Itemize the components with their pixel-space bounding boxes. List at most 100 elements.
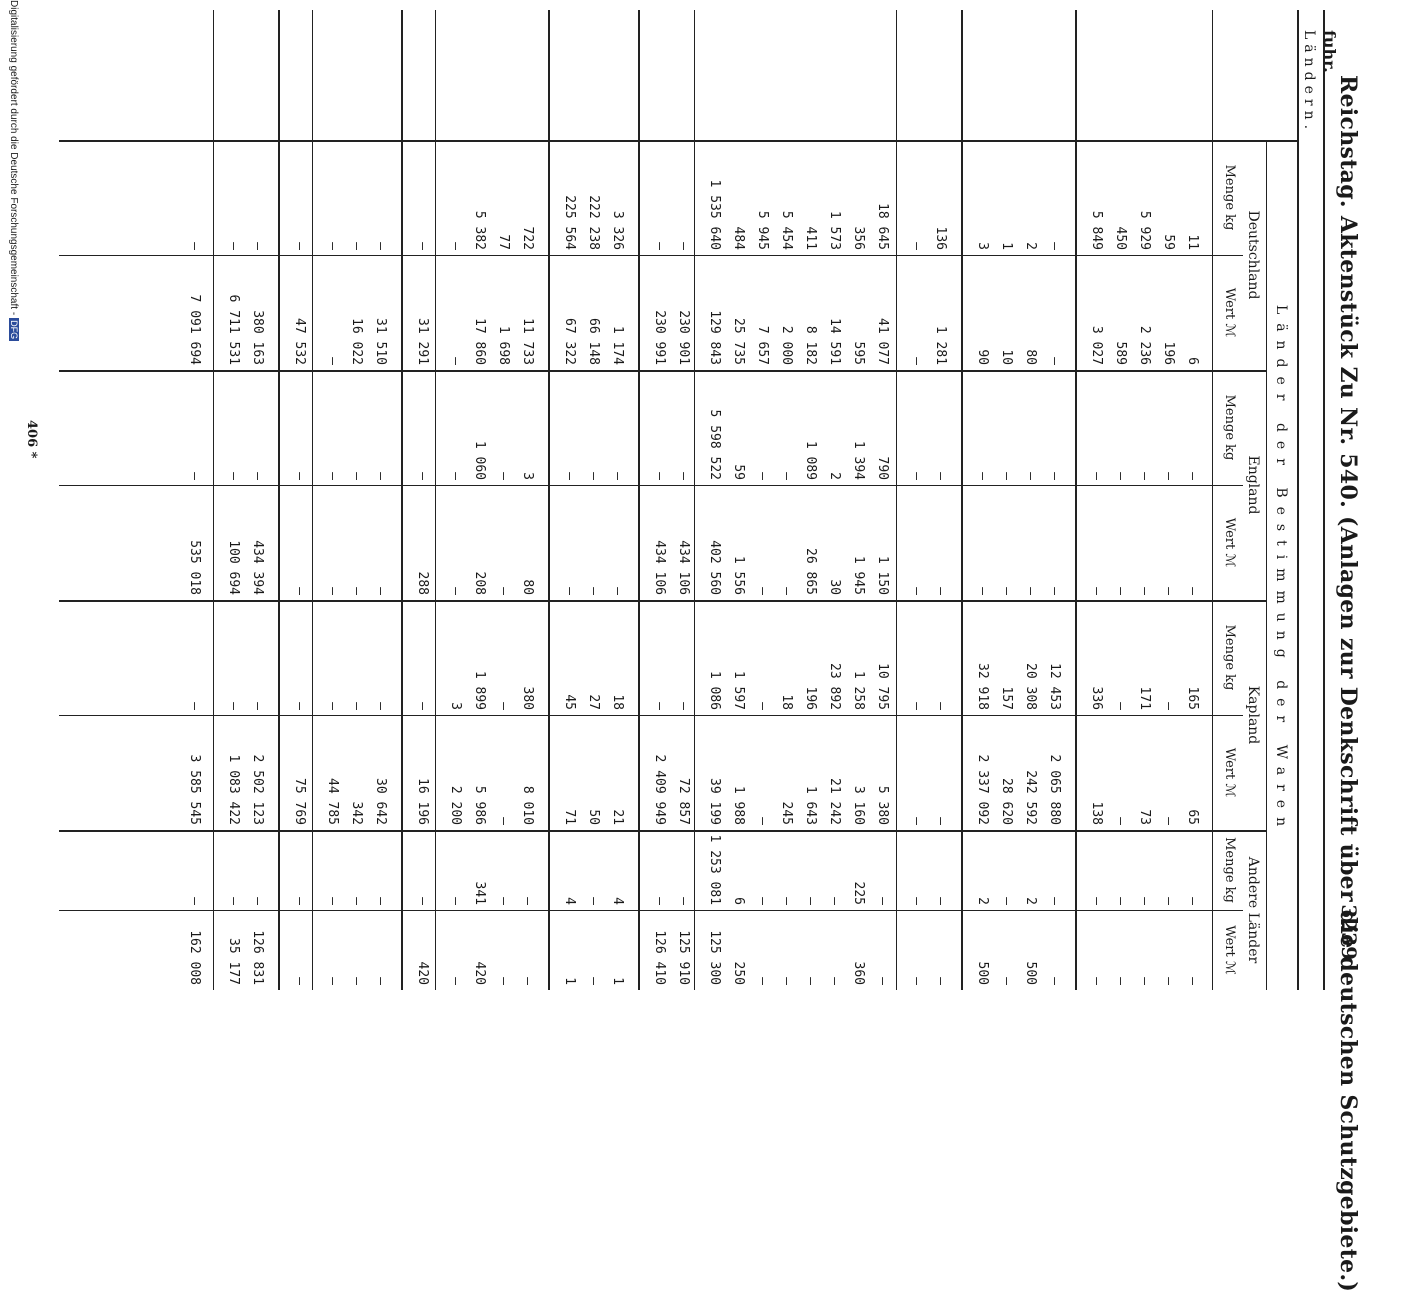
table-cell: — bbox=[875, 977, 890, 985]
sub-header-menge: Menge kg bbox=[1222, 624, 1237, 691]
table-cell: 250 bbox=[731, 961, 746, 985]
table-cell: 5 380 bbox=[875, 785, 890, 825]
table-cell: 1 394 bbox=[851, 440, 866, 480]
digitization-text: Digitalisierung gefördert durch die Deut… bbox=[8, 0, 19, 316]
table-cell: 595 bbox=[851, 341, 866, 365]
table-cell: 90 bbox=[975, 349, 990, 365]
table-cell: 35 177 bbox=[226, 938, 241, 985]
table-cell: 1 945 bbox=[851, 555, 866, 595]
table-cell: 3 160 bbox=[851, 785, 866, 825]
group-header-kapland: Kapland bbox=[1245, 685, 1261, 745]
table-cell: — bbox=[187, 472, 202, 480]
table-cell: 20 308 bbox=[1023, 663, 1038, 710]
table-cell: — bbox=[1047, 977, 1062, 985]
table-cell: — bbox=[415, 897, 430, 905]
table-cell: — bbox=[755, 472, 770, 480]
table-cell: 77 bbox=[496, 234, 511, 250]
table-cell: 230 991 bbox=[652, 310, 667, 365]
table-cell: 30 bbox=[827, 579, 842, 595]
table-cell: 1 643 bbox=[803, 785, 818, 825]
table-cell: — bbox=[827, 977, 842, 985]
table-cell: 45 bbox=[562, 694, 577, 710]
table-cell: — bbox=[562, 472, 577, 480]
table-cell: 67 322 bbox=[562, 318, 577, 365]
table-cell: 6 711 531 bbox=[226, 294, 241, 365]
table-cell: — bbox=[292, 587, 307, 595]
table-cell: — bbox=[933, 817, 948, 825]
table-cell: 3 bbox=[975, 242, 990, 250]
table-cell: — bbox=[496, 817, 511, 825]
table-cell: — bbox=[496, 977, 511, 985]
dfg-logo: DFG bbox=[9, 318, 19, 342]
table-cell: — bbox=[875, 897, 890, 905]
table-cell: — bbox=[676, 472, 691, 480]
table-cell: — bbox=[779, 587, 794, 595]
table-cell: 26 865 bbox=[803, 548, 818, 595]
table-cell: — bbox=[1161, 897, 1176, 905]
table-cell: — bbox=[586, 472, 601, 480]
table-cell: 3 326 bbox=[610, 210, 625, 250]
table-cell: 18 645 bbox=[875, 203, 890, 250]
table-cell: — bbox=[1023, 587, 1038, 595]
table-cell: 535 018 bbox=[187, 540, 202, 595]
table-cell: — bbox=[373, 472, 388, 480]
sub-header-wert: Wert ℳ bbox=[1222, 925, 1237, 975]
table-cell: 7 657 bbox=[755, 325, 770, 365]
table-cell: — bbox=[975, 587, 990, 595]
table-cell: — bbox=[909, 587, 924, 595]
page-number: 3239 bbox=[1337, 904, 1361, 960]
table-cell: — bbox=[1161, 702, 1176, 710]
table-cell: — bbox=[755, 897, 770, 905]
table-cell: 1 988 bbox=[731, 785, 746, 825]
table-cell: — bbox=[1047, 587, 1062, 595]
table-cell: 1 535 640 bbox=[707, 179, 722, 250]
table-cell: 157 bbox=[999, 686, 1014, 710]
table-cell: 500 bbox=[975, 961, 990, 985]
row-rule bbox=[638, 10, 640, 990]
table-cell: 59 bbox=[731, 464, 746, 480]
table-cell: 402 560 bbox=[707, 540, 722, 595]
table-cell: 21 242 bbox=[827, 778, 842, 825]
table-cell: 6 bbox=[1185, 357, 1200, 365]
table-cell: — bbox=[349, 897, 364, 905]
table-cell: — bbox=[448, 587, 463, 595]
table-cell: 80 bbox=[1023, 349, 1038, 365]
table-cell: 341 bbox=[472, 881, 487, 905]
table-cell: — bbox=[909, 817, 924, 825]
table-cell: — bbox=[676, 242, 691, 250]
table-cell: 8 010 bbox=[520, 785, 535, 825]
table-cell: — bbox=[373, 242, 388, 250]
table-cell: — bbox=[496, 897, 511, 905]
table-cell: 1 174 bbox=[610, 325, 625, 365]
table-cell: — bbox=[803, 977, 818, 985]
table-cell: 500 bbox=[1023, 961, 1038, 985]
table-cell: — bbox=[349, 472, 364, 480]
table-cell: 420 bbox=[472, 961, 487, 985]
table-cell: 44 785 bbox=[325, 778, 340, 825]
table-cell: 12 453 bbox=[1047, 663, 1062, 710]
table-cell: 8 182 bbox=[803, 325, 818, 365]
table-cell: 2 065 880 bbox=[1047, 754, 1062, 825]
table-cell: — bbox=[999, 897, 1014, 905]
table-cell: — bbox=[1023, 472, 1038, 480]
table-cell: 27 bbox=[586, 694, 601, 710]
table-cell: 171 bbox=[1137, 686, 1152, 710]
table-cell: — bbox=[292, 242, 307, 250]
row-rule bbox=[312, 10, 313, 990]
table-cell: — bbox=[1137, 587, 1152, 595]
table-cell: 484 bbox=[731, 226, 746, 250]
table-cell: — bbox=[187, 242, 202, 250]
table-cell: — bbox=[652, 472, 667, 480]
table-cell: 225 564 bbox=[562, 195, 577, 250]
table-cell: 380 163 bbox=[250, 310, 265, 365]
rotated-page: Reichstag. Aktenstück Zu Nr. 540. (Anlag… bbox=[8, 0, 1361, 1292]
table-cell: 4 bbox=[610, 897, 625, 905]
table-cell: — bbox=[1137, 472, 1152, 480]
table-cell: 18 bbox=[610, 694, 625, 710]
table-cell: 125 910 bbox=[676, 930, 691, 985]
table-cell: 11 733 bbox=[520, 318, 535, 365]
table-cell: — bbox=[325, 702, 340, 710]
table-cell: — bbox=[909, 702, 924, 710]
table-cell: — bbox=[1047, 242, 1062, 250]
table-cell: 136 bbox=[933, 226, 948, 250]
